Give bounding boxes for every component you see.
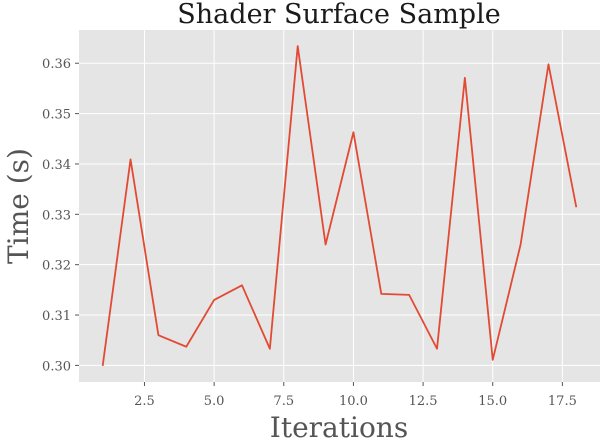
y-tick-label: 0.32 [42, 259, 71, 274]
x-tick-label: 7.5 [273, 394, 294, 409]
x-tick-label: 17.5 [548, 394, 577, 409]
x-tick-label: 10.0 [339, 394, 368, 409]
axis-ticks: 2.5 5.0 7.5 10.0 12.5 15.0 17.5 0.30 0.31 0.32 0.3… [42, 57, 577, 409]
x-axis-label: Iterations [270, 411, 408, 444]
y-tick-label: 0.33 [42, 208, 71, 223]
series-group [101, 45, 578, 367]
x-tick-label: 15.0 [478, 394, 507, 409]
chart-title: Shader Surface Sample [177, 0, 500, 30]
y-tick-label: 0.31 [42, 309, 71, 324]
series-line [101, 45, 578, 367]
x-tick-label: 12.5 [409, 394, 438, 409]
plot-background [79, 30, 600, 382]
x-tick-label: 5.0 [204, 394, 225, 409]
y-tick-label: 0.30 [42, 359, 71, 374]
x-tick-label: 2.5 [134, 394, 155, 409]
y-axis-label: Time (s) [2, 148, 35, 264]
y-tick-label: 0.35 [42, 108, 71, 123]
y-tick-label: 0.36 [42, 57, 71, 72]
y-tick-label: 0.34 [42, 158, 71, 173]
